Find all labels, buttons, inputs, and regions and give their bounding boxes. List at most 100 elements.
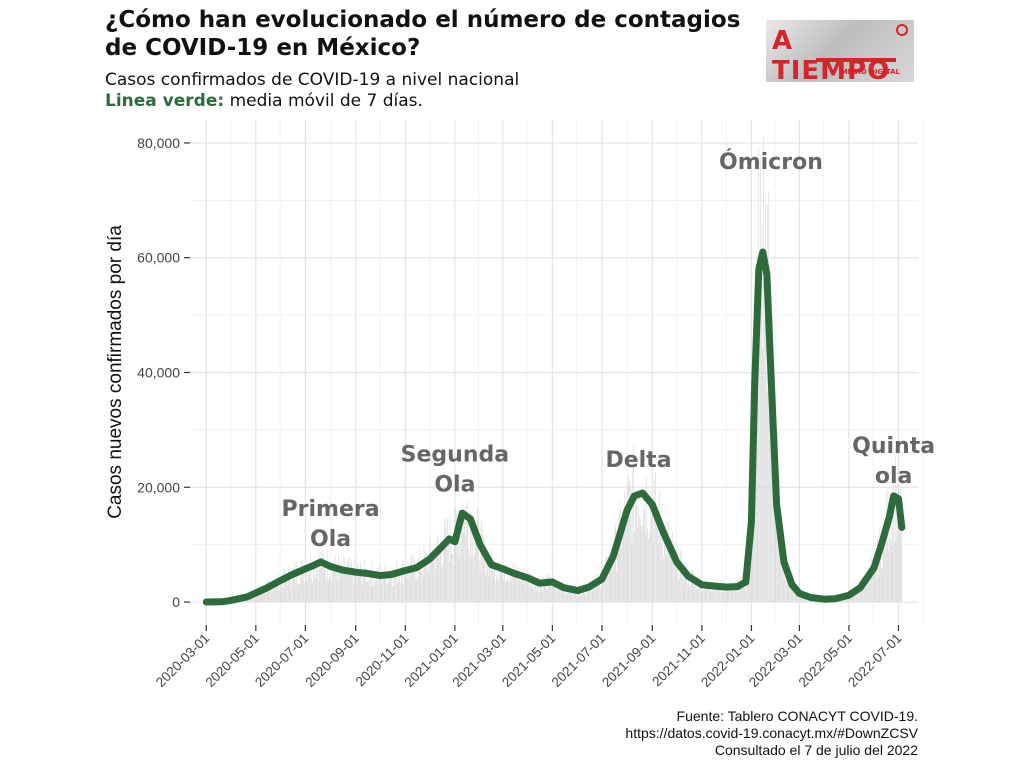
daily-bar xyxy=(602,576,604,603)
daily-bar xyxy=(598,577,600,603)
daily-bar xyxy=(299,584,301,603)
daily-bar xyxy=(469,517,471,603)
daily-bar xyxy=(881,566,882,603)
daily-bar xyxy=(369,572,370,603)
daily-bar xyxy=(558,583,560,603)
daily-bar xyxy=(395,571,396,603)
daily-bar xyxy=(641,526,643,603)
daily-bar xyxy=(322,554,324,603)
daily-bar xyxy=(773,433,774,603)
daily-bar xyxy=(286,577,288,603)
daily-bar xyxy=(865,582,867,603)
daily-bar xyxy=(716,589,717,603)
daily-bar xyxy=(877,575,879,603)
daily-bar xyxy=(477,508,478,603)
daily-bar xyxy=(506,580,508,603)
daily-bar xyxy=(533,588,535,603)
daily-bar xyxy=(352,572,353,603)
daily-bar xyxy=(516,577,517,603)
daily-bar xyxy=(324,571,326,603)
daily-bar xyxy=(686,584,688,603)
daily-bar xyxy=(882,532,884,603)
daily-bar xyxy=(796,590,798,603)
daily-bar xyxy=(687,582,689,603)
x-tick-label: 2021-09-01 xyxy=(599,631,658,690)
daily-bar xyxy=(750,542,751,603)
daily-bar xyxy=(396,561,397,603)
daily-bar xyxy=(728,584,730,603)
daily-bar xyxy=(767,205,769,603)
daily-bar xyxy=(444,527,446,603)
daily-bar xyxy=(658,546,660,603)
daily-bar xyxy=(806,597,808,603)
daily-bar xyxy=(313,560,314,603)
daily-bar xyxy=(770,383,772,603)
daily-bar xyxy=(387,574,389,603)
daily-bar xyxy=(560,584,562,603)
chart-title: ¿Cómo han evolucionado el número de cont… xyxy=(105,7,741,61)
daily-bar xyxy=(739,577,741,603)
legend-note: Linea verde: media móvil de 7 días. xyxy=(105,91,423,112)
daily-bar xyxy=(636,504,638,603)
daily-bar xyxy=(407,561,409,603)
daily-bar xyxy=(654,478,656,603)
daily-bar xyxy=(282,587,283,603)
daily-bar xyxy=(792,584,794,603)
daily-bar xyxy=(420,571,422,603)
daily-bar xyxy=(273,586,275,603)
daily-bar xyxy=(872,558,873,603)
daily-bar xyxy=(331,581,332,603)
x-tick-label: 2020-09-01 xyxy=(302,631,361,690)
daily-bar xyxy=(412,571,413,603)
daily-bar xyxy=(573,590,575,603)
daily-bar xyxy=(518,580,520,603)
daily-bar xyxy=(852,592,854,603)
daily-bar xyxy=(478,559,480,603)
daily-bar xyxy=(337,579,339,603)
daily-bar xyxy=(725,587,727,603)
daily-bar xyxy=(631,542,633,603)
daily-bar xyxy=(751,523,753,603)
daily-bar xyxy=(422,569,423,603)
daily-bar xyxy=(771,361,773,603)
daily-bar xyxy=(600,586,602,603)
daily-bar xyxy=(437,537,439,603)
daily-bar xyxy=(432,561,434,603)
daily-bar xyxy=(682,582,684,603)
daily-bar xyxy=(625,528,627,603)
daily-bar xyxy=(559,583,561,603)
daily-bar xyxy=(692,572,694,603)
daily-bar xyxy=(656,520,657,603)
daily-bar xyxy=(514,562,516,603)
daily-bar xyxy=(513,572,515,603)
daily-bar xyxy=(736,583,738,603)
daily-bar xyxy=(589,589,591,603)
daily-bar xyxy=(649,537,651,603)
daily-bar xyxy=(746,576,747,603)
daily-bar xyxy=(653,497,655,603)
daily-bar xyxy=(504,573,505,603)
daily-bar xyxy=(670,544,672,603)
daily-bar xyxy=(783,579,785,603)
daily-bar xyxy=(648,530,650,603)
daily-bar xyxy=(859,588,860,603)
daily-bar xyxy=(262,586,264,603)
daily-bar xyxy=(359,573,361,603)
daily-bar xyxy=(617,551,618,603)
daily-bar xyxy=(396,583,398,603)
daily-bar xyxy=(408,569,409,603)
daily-bar xyxy=(756,255,758,603)
daily-bar xyxy=(260,591,262,603)
daily-bar xyxy=(426,568,428,603)
daily-bar xyxy=(429,549,431,603)
daily-bar xyxy=(328,579,330,603)
daily-bar xyxy=(300,569,301,603)
daily-bar xyxy=(274,584,276,603)
daily-bar xyxy=(706,584,708,603)
daily-bar xyxy=(638,517,640,603)
daily-bar xyxy=(351,561,353,603)
daily-bar xyxy=(723,592,725,603)
daily-bar xyxy=(676,553,678,603)
daily-bar xyxy=(635,498,637,603)
daily-bar xyxy=(469,555,470,603)
